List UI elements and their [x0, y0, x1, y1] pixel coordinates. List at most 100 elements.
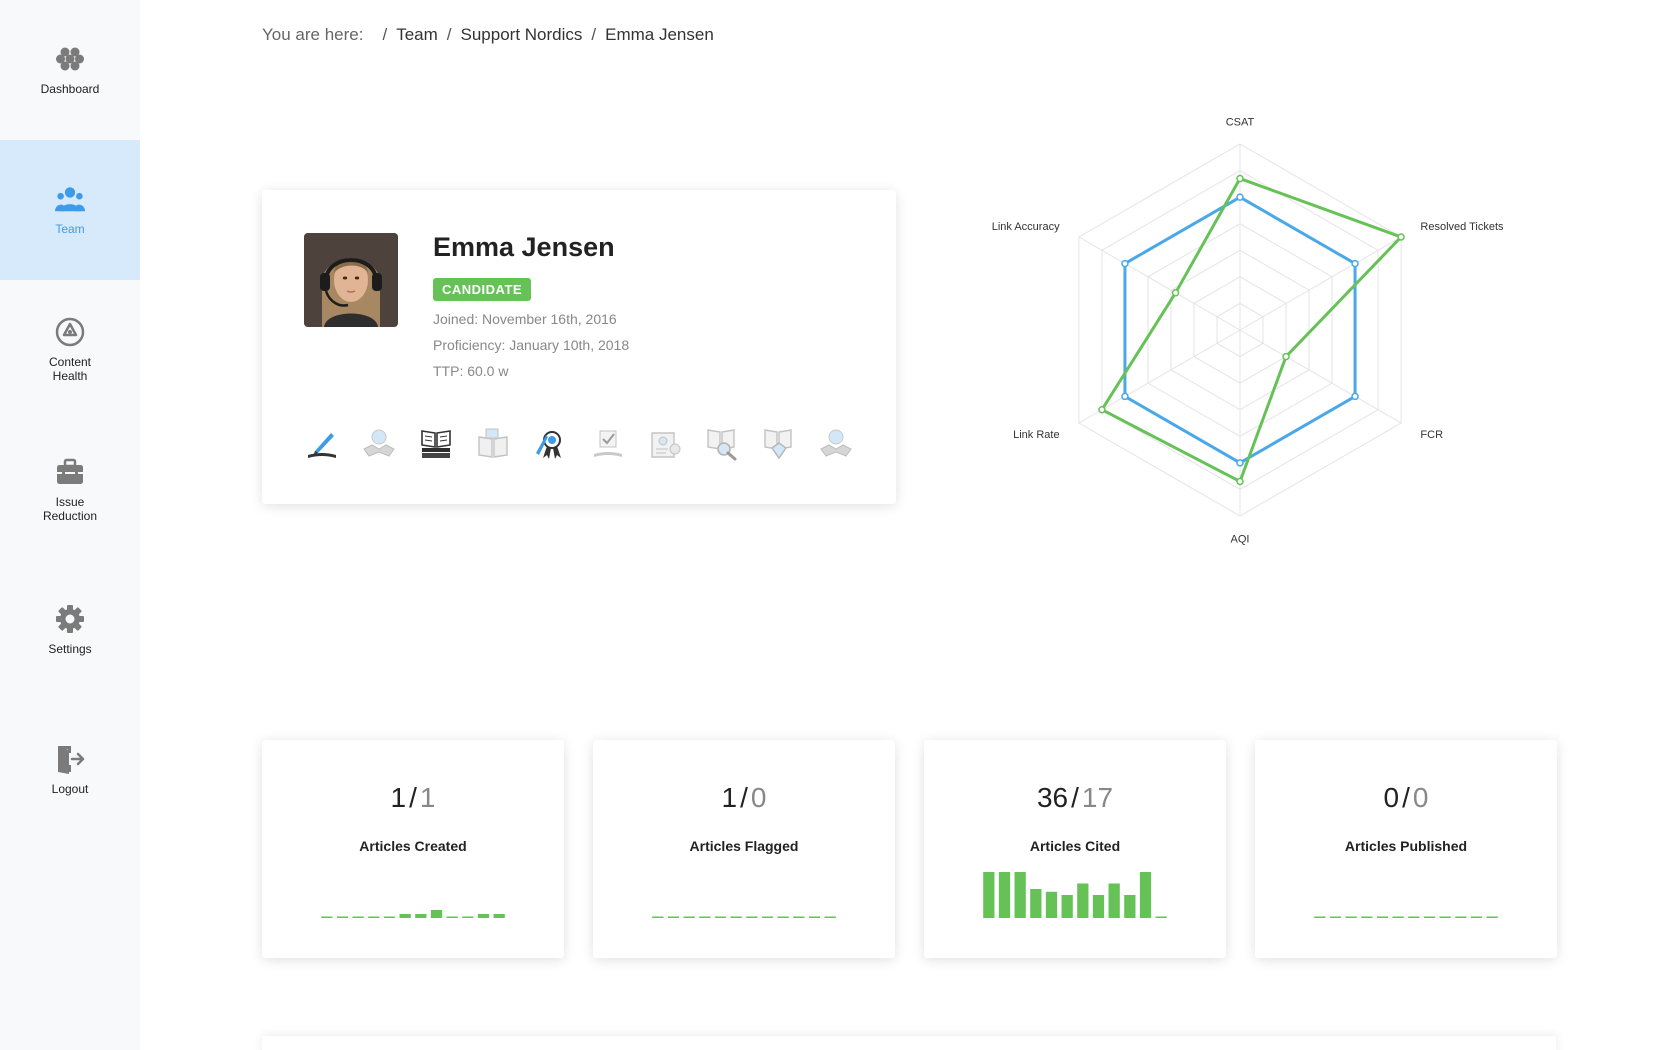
logout-icon	[55, 744, 85, 774]
stat-label: Articles Created	[359, 838, 467, 854]
lower-panel	[262, 1036, 1556, 1050]
sparkline-bar	[1423, 916, 1436, 918]
proficiency-date: Proficiency: January 10th, 2018	[433, 337, 630, 353]
stat-card-articles-created[interactable]: 1/1 Articles Created	[262, 740, 564, 958]
stat-card-articles-cited[interactable]: 36/17 Articles Cited	[924, 740, 1226, 958]
breadcrumb-prefix: You are here:	[262, 25, 364, 44]
sparkline-bar	[714, 916, 727, 918]
sparkline-bar	[1486, 916, 1498, 918]
sparkline-bar	[1455, 916, 1467, 918]
breadcrumb-separator: /	[446, 25, 452, 44]
sparkline-bar	[1155, 916, 1167, 918]
status-badge: CANDIDATE	[433, 278, 532, 301]
radar-spoke	[1078, 329, 1241, 424]
radar-spoke	[1078, 236, 1241, 331]
radar-axis-label: Link Rate	[1013, 429, 1059, 441]
stat-secondary: 1	[419, 782, 436, 813]
sparkline-bar	[652, 916, 664, 918]
sparkline-bar	[1045, 891, 1058, 918]
sparkline-bar	[746, 916, 758, 918]
sparkline-bar	[983, 872, 995, 918]
radar-axis-label: AQI	[1231, 533, 1250, 545]
profile-card: Emma Jensen CANDIDATE Joined: November 1…	[262, 190, 896, 504]
open-book-stack-icon[interactable]	[418, 426, 454, 462]
sparkline-bar	[1314, 916, 1326, 918]
book-magnifier-icon[interactable]	[704, 426, 740, 462]
sparkline-bar	[1014, 872, 1026, 918]
stat-card-articles-published[interactable]: 0/0 Articles Published	[1255, 740, 1557, 958]
stat-secondary: 17	[1081, 782, 1114, 813]
sparkline-bar	[1408, 916, 1420, 918]
stat-secondary: 0	[1412, 782, 1429, 813]
sparkline-bar	[1124, 895, 1136, 918]
joined-date: Joined: November 16th, 2016	[433, 311, 617, 327]
breadcrumb-separator: /	[591, 25, 597, 44]
sparkline-bar	[352, 916, 364, 918]
book-check-icon[interactable]	[590, 426, 626, 462]
sparkline-bar	[1345, 916, 1357, 918]
sparkline-bar	[1092, 895, 1105, 918]
sparkline-bar	[415, 914, 427, 918]
sparkline-bar	[321, 916, 333, 918]
radar-axis-label: Resolved Tickets	[1420, 221, 1504, 233]
radar-point	[1397, 233, 1405, 241]
sidebar-item-label: Issue Reduction	[42, 495, 98, 523]
sparkline-bar	[667, 916, 680, 918]
sparkline-bar	[1329, 916, 1342, 918]
radar-chart: CSAT Resolved Tickets FCR AQI Link Rate Link …	[992, 117, 1504, 546]
sidebar-item-logout[interactable]: Logout	[0, 700, 140, 840]
breadcrumb: You are here: / Team / Support Nordics /…	[262, 25, 714, 45]
book-settings-icon[interactable]	[647, 426, 683, 462]
radar-axis-label: FCR	[1420, 429, 1443, 441]
stat-label: Articles Flagged	[689, 838, 799, 854]
radar-point	[1351, 259, 1359, 268]
stat-label: Articles Published	[1344, 838, 1468, 854]
radar-spoke	[1239, 329, 1402, 424]
sidebar-item-content-health[interactable]: Content Health	[0, 280, 140, 420]
sparkline-bar	[808, 916, 821, 918]
sparkline-bar	[761, 916, 774, 918]
sidebar-item-issue-reduction[interactable]: Issue Reduction	[0, 420, 140, 560]
radar-spoke	[1239, 236, 1402, 331]
sparkline-articles-published	[1314, 916, 1498, 918]
avatar	[304, 233, 398, 327]
honeycomb-icon	[55, 44, 85, 74]
sparkline-bar	[477, 914, 490, 918]
sidebar-item-label: Content Health	[48, 355, 92, 383]
sidebar-item-dashboard[interactable]: Dashboard	[0, 0, 140, 140]
achievement-badges	[304, 426, 854, 462]
radar-point	[1351, 392, 1359, 401]
sparkline-articles-flagged	[652, 916, 836, 918]
sparkline-bar	[730, 916, 742, 918]
sparkline-articles-cited	[983, 872, 1167, 918]
breadcrumb-item-current: Emma Jensen	[605, 25, 714, 44]
book-diamond-icon[interactable]	[761, 426, 797, 462]
sparkline-bar	[1061, 895, 1073, 918]
sparkline-bar	[777, 916, 789, 918]
sparkline-articles-created	[321, 910, 505, 918]
sidebar-item-team[interactable]: Team	[0, 140, 140, 280]
award-ribbon-icon[interactable]	[532, 426, 568, 462]
sparkline-bar	[1361, 916, 1373, 918]
radar-point	[1236, 459, 1244, 467]
stat-card-articles-flagged[interactable]: 1/0 Articles Flagged	[593, 740, 895, 958]
handshake-heart-icon[interactable]	[818, 426, 854, 462]
quill-book-icon[interactable]	[304, 426, 340, 462]
radar-point	[1282, 352, 1290, 361]
stat-value: 36/17	[924, 782, 1226, 814]
sidebar-item-settings[interactable]: Settings	[0, 560, 140, 700]
breadcrumb-item-support-nordics[interactable]: Support Nordics	[460, 25, 583, 44]
breadcrumb-item-team[interactable]: Team	[396, 25, 438, 44]
sparkline-bar	[368, 916, 380, 918]
handshake-icon[interactable]	[361, 426, 397, 462]
book-flag-icon[interactable]	[475, 426, 511, 462]
sparkline-bar	[1439, 916, 1451, 918]
breadcrumb-separator: /	[382, 25, 388, 44]
sparkline-bar	[1376, 916, 1389, 918]
sparkline-bar	[1077, 883, 1089, 918]
stat-value: 0/0	[1255, 782, 1557, 814]
radar-point	[1121, 259, 1129, 268]
recycle-icon	[55, 317, 85, 347]
sparkline-bar	[699, 916, 711, 918]
sparkline-bar	[446, 916, 458, 918]
